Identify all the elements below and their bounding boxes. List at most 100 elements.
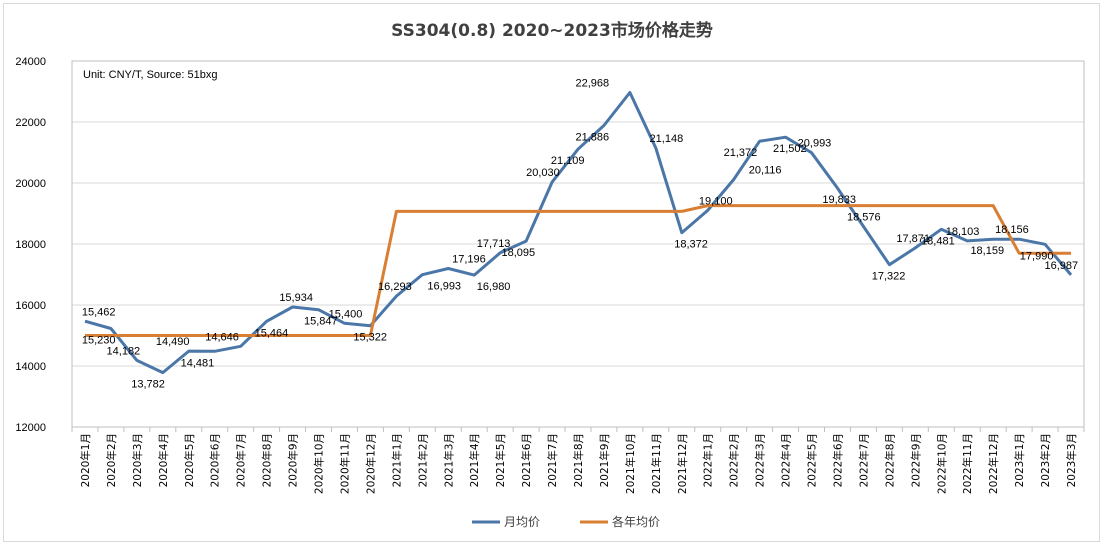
data-label: 17,322 xyxy=(872,271,906,283)
data-label: 14,646 xyxy=(205,331,239,343)
data-label: 18,103 xyxy=(946,226,980,238)
x-tick-label: 2022年12月 xyxy=(987,433,1000,494)
x-tick-label: 2020年5月 xyxy=(183,433,196,487)
x-tick-label: 2022年9月 xyxy=(909,433,922,487)
legend-label: 月均价 xyxy=(504,515,540,529)
x-tick-label: 2022年11月 xyxy=(961,433,974,494)
x-tick-label: 2020年7月 xyxy=(235,433,248,487)
x-tick-label: 2020年10月 xyxy=(313,433,326,494)
y-tick-label: 20000 xyxy=(15,178,46,190)
data-label: 15,322 xyxy=(353,332,387,344)
data-label: 19,833 xyxy=(822,194,856,206)
x-tick-label: 2021年3月 xyxy=(442,433,455,487)
x-tick-label: 2022年6月 xyxy=(831,433,844,487)
x-tick-label: 2021年12月 xyxy=(676,433,689,494)
x-tick-label: 2022年5月 xyxy=(806,433,819,487)
x-tick-label: 2021年2月 xyxy=(416,433,429,487)
x-tick-label: 2021年5月 xyxy=(494,433,507,487)
x-tick-label: 2023年2月 xyxy=(1039,433,1052,487)
chart-title: SS304(0.8) 2020~2023市场价格走势 xyxy=(391,20,713,41)
data-label: 16,987 xyxy=(1044,260,1078,272)
data-label: 15,847 xyxy=(304,316,338,328)
y-tick-label: 12000 xyxy=(15,422,46,434)
data-label: 18,095 xyxy=(501,247,535,259)
legend: 月均价 各年均价 xyxy=(472,514,660,529)
data-label: 17,713 xyxy=(477,238,511,250)
y-tick-label: 16000 xyxy=(15,300,46,312)
x-tick-label: 2021年6月 xyxy=(520,433,533,487)
data-label: 21,502 xyxy=(773,143,807,155)
data-label: 21,109 xyxy=(551,155,585,167)
x-tick-label: 2020年2月 xyxy=(105,433,118,487)
x-tick-label: 2020年3月 xyxy=(131,433,144,487)
x-tick-label: 2021年11月 xyxy=(650,433,663,494)
data-label: 14,481 xyxy=(181,357,215,369)
data-label: 21,372 xyxy=(724,147,758,159)
x-tick-label: 2021年7月 xyxy=(546,433,559,487)
x-tick-label: 2022年3月 xyxy=(754,433,767,487)
data-label: 21,886 xyxy=(576,131,610,143)
y-tick-label: 14000 xyxy=(15,361,46,373)
data-label: 16,980 xyxy=(477,281,511,293)
y-tick-label: 22000 xyxy=(15,117,46,129)
data-label: 15,934 xyxy=(279,292,313,304)
data-label: 16,993 xyxy=(427,281,461,293)
x-tick-label: 2020年6月 xyxy=(209,433,222,487)
legend-label: 各年均价 xyxy=(612,514,660,529)
data-label: 17,871 xyxy=(896,233,930,245)
y-axis: 12000 14000 16000 18000 20000 22000 24000 xyxy=(15,56,46,434)
data-label: 17,196 xyxy=(452,254,486,266)
x-tick-label: 2021年8月 xyxy=(572,433,585,487)
data-label: 15,464 xyxy=(255,327,289,339)
data-label: 18,481 xyxy=(921,235,955,247)
x-tick-label: 2022年10月 xyxy=(935,433,948,494)
data-label: 21,148 xyxy=(650,133,684,145)
data-label: 18,156 xyxy=(995,224,1029,236)
data-label: 13,782 xyxy=(131,379,165,391)
x-tick-label: 2021年10月 xyxy=(624,433,637,494)
chart-frame xyxy=(3,3,1100,542)
data-label: 18,159 xyxy=(970,245,1004,257)
x-tick-label: 2022年8月 xyxy=(883,433,896,487)
data-label: 18,372 xyxy=(674,239,708,251)
x-tick-label: 2020年1月 xyxy=(79,433,92,487)
x-tick-label: 2023年1月 xyxy=(1013,433,1026,487)
plot-area-border xyxy=(71,60,1085,428)
data-label: 22,968 xyxy=(576,77,610,89)
y-tick-label: 24000 xyxy=(15,56,46,68)
data-label: 20,030 xyxy=(526,167,560,179)
x-axis: 2020年1月 2020年2月 2020年3月 2020年4月 2020年5月 2020年… xyxy=(71,427,1085,494)
data-label: 15,400 xyxy=(329,308,363,320)
data-label: 15,230 xyxy=(82,334,116,346)
x-tick-label: 2021年1月 xyxy=(390,433,403,487)
data-label: 20,116 xyxy=(749,164,782,176)
data-label: 15,462 xyxy=(82,306,116,318)
data-label: 18,576 xyxy=(847,211,881,223)
x-tick-label: 2021年9月 xyxy=(598,433,611,487)
series-line-1 xyxy=(84,91,1073,375)
x-tick-label: 2022年7月 xyxy=(857,433,870,487)
x-tick-label: 2022年1月 xyxy=(702,433,715,487)
series-line-2 xyxy=(85,204,1071,337)
unit-source-note: Unit: CNY/T, Source: 51bxg xyxy=(83,69,218,81)
data-label: 20,993 xyxy=(798,138,832,150)
y-tick-label: 18000 xyxy=(15,239,46,251)
data-label: 16,293 xyxy=(378,281,412,293)
data-label: 14,490 xyxy=(156,336,190,348)
x-tick-label: 2023年3月 xyxy=(1065,433,1078,487)
x-tick-label: 2020年11月 xyxy=(338,433,351,494)
data-label: 17,990 xyxy=(1020,250,1054,262)
series-lines xyxy=(84,91,1073,375)
x-tick-label: 2020年4月 xyxy=(157,433,170,487)
x-tick-label: 2020年8月 xyxy=(261,433,274,487)
data-label: 19,100 xyxy=(699,195,733,207)
gridlines xyxy=(71,60,1085,428)
x-tick-label: 2022年2月 xyxy=(728,433,741,487)
x-tick-label: 2022年4月 xyxy=(780,433,793,487)
data-label: 14,182 xyxy=(107,345,141,357)
x-tick-label: 2020年12月 xyxy=(364,433,377,494)
x-tick-label: 2021年4月 xyxy=(468,433,481,487)
x-tick-label: 2020年9月 xyxy=(287,433,300,487)
